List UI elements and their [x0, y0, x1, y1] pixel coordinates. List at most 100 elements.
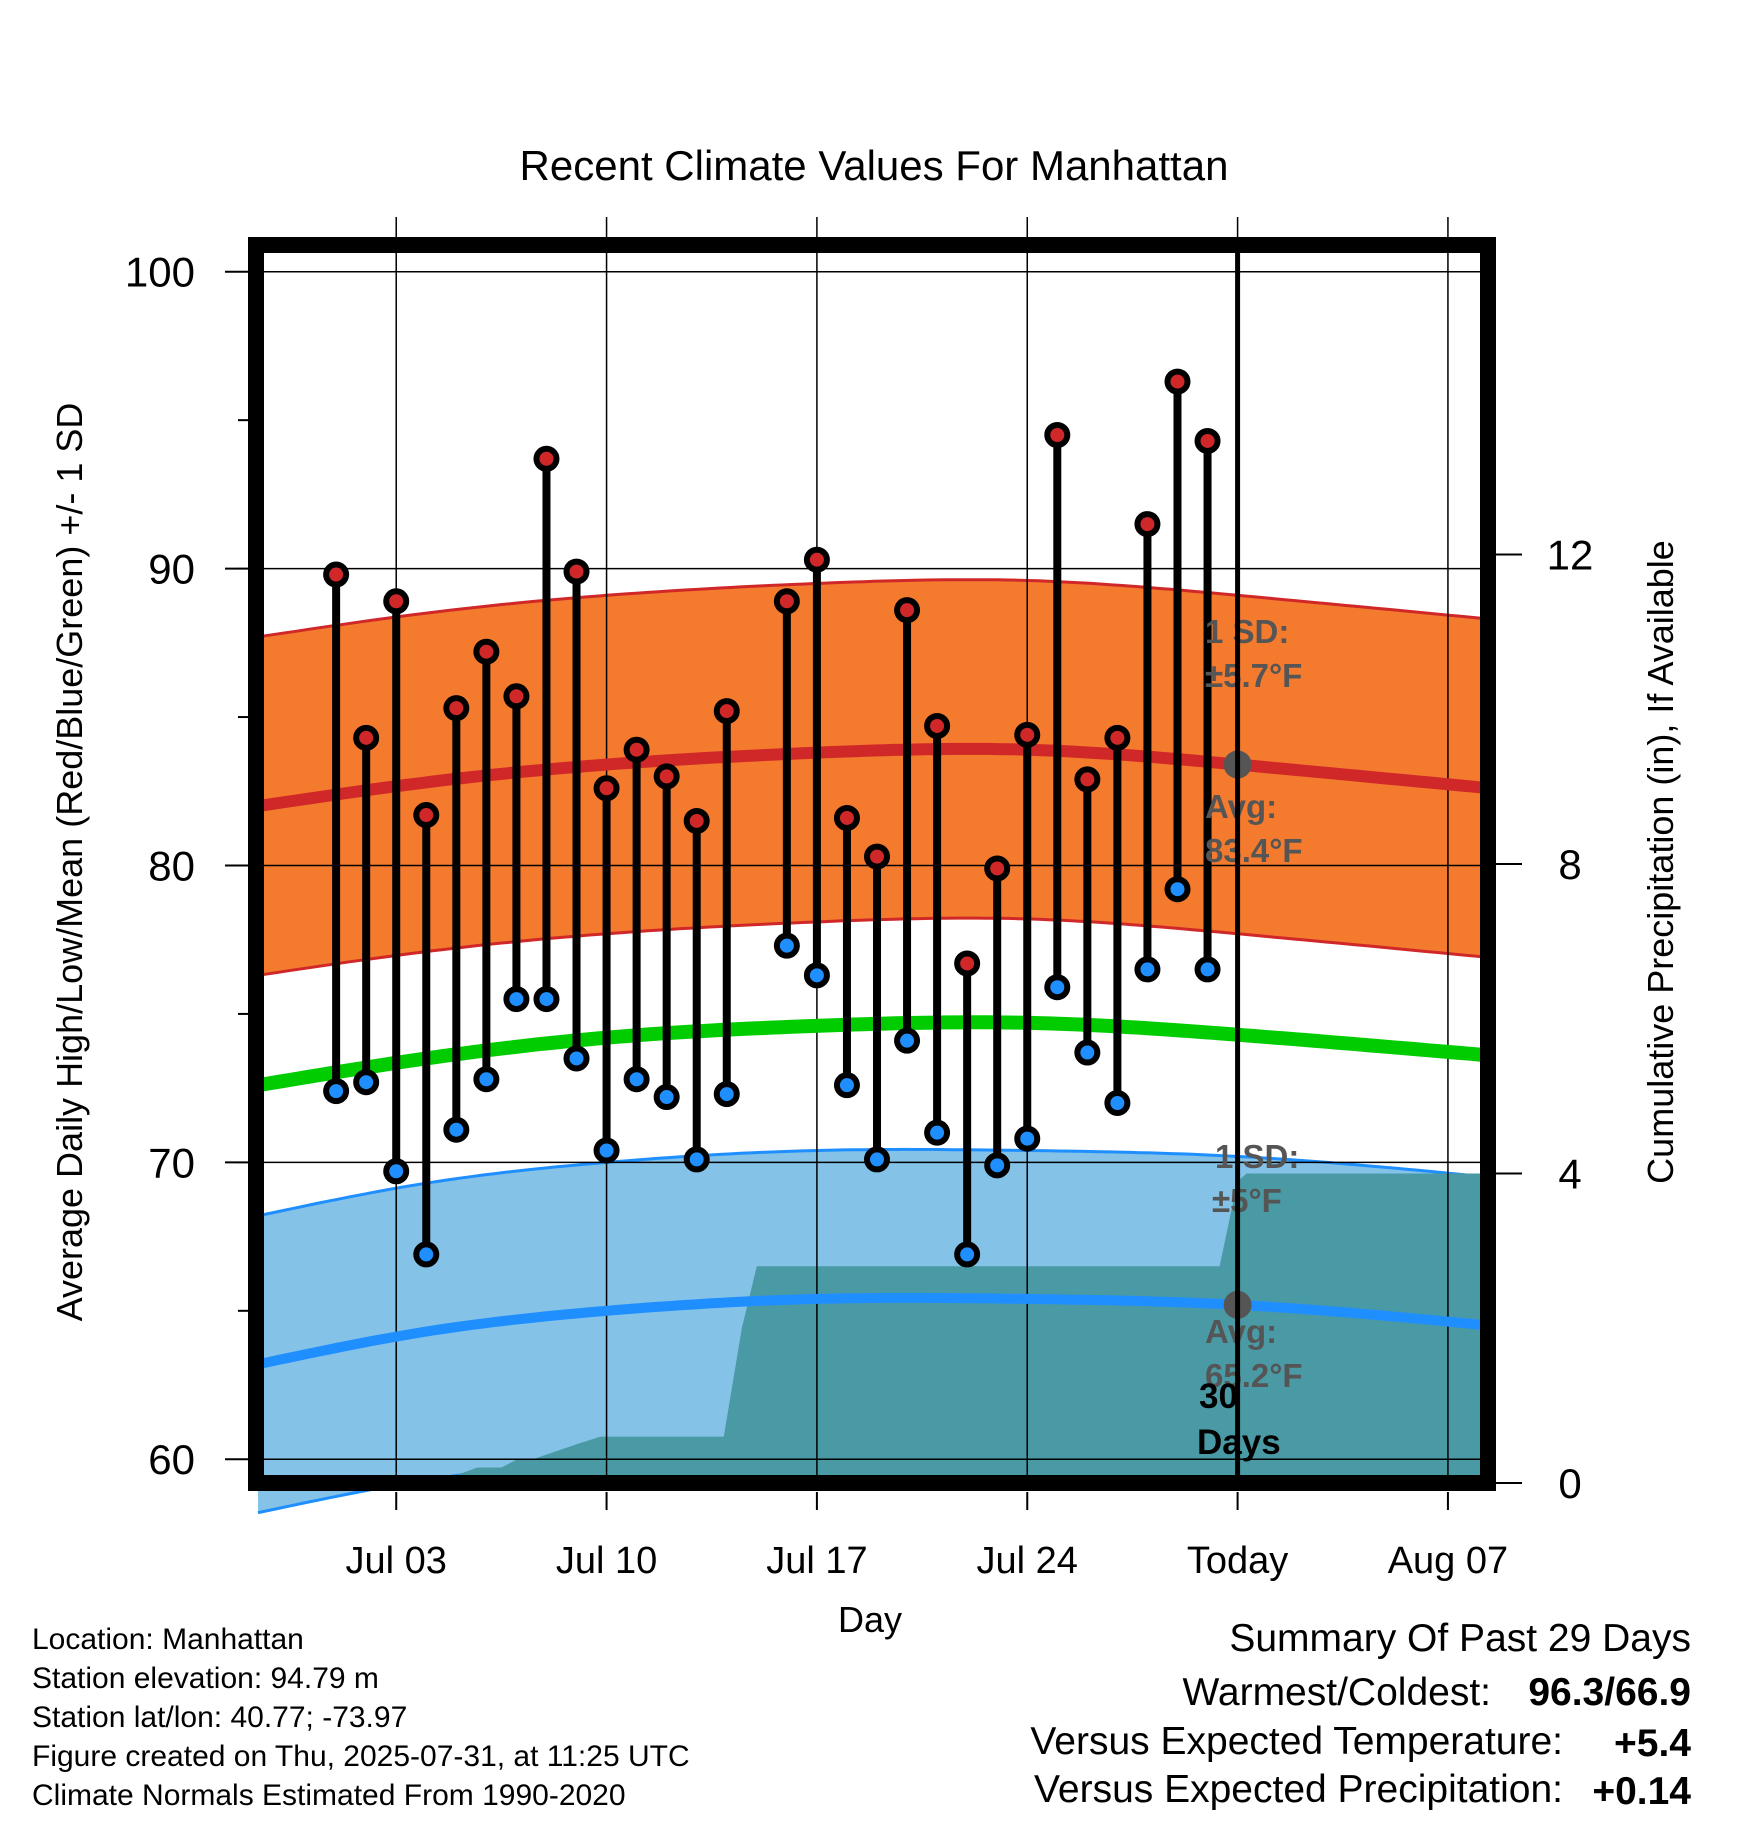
low-sd-label-line1: 1 SD:	[1215, 1138, 1299, 1175]
low-marker-9	[593, 1137, 620, 1164]
summary-panel: Summary Of Past 29 Days Warmest/Coldest:…	[1030, 1617, 1691, 1813]
high-marker-3	[413, 802, 440, 829]
low-marker-23	[1044, 974, 1071, 1001]
low-marker-10	[623, 1066, 650, 1093]
high-marker-12	[683, 807, 710, 834]
high-marker-28	[1194, 427, 1221, 454]
high-marker-6	[503, 683, 530, 710]
y-tick-label-1: 70	[148, 1139, 195, 1186]
low-marker-4	[443, 1116, 470, 1143]
x-axis-label: Day	[838, 1599, 902, 1640]
summary-title: Summary Of Past 29 Days	[1229, 1617, 1691, 1660]
x-tick-label-3: Jul 24	[977, 1540, 1078, 1582]
footer-created: Figure created on Thu, 2025-07-31, at 11…	[32, 1740, 690, 1773]
high-marker-4	[443, 695, 470, 722]
low-avg-label-line1: Avg:	[1205, 1313, 1277, 1350]
x-tick-label-4: Today	[1187, 1540, 1288, 1582]
low-marker-21	[984, 1152, 1011, 1179]
low-sd-label-line2: ±5°F	[1212, 1182, 1282, 1219]
low-avg-label-line2: 65.2°F	[1205, 1357, 1303, 1394]
low-normal-line	[257, 1292, 1491, 1370]
footer-latlon: Station lat/lon: 40.77; -73.97	[32, 1701, 407, 1734]
y-axis-label: Average Daily High/Low/Mean (Red/Blue/Gr…	[49, 403, 90, 1322]
low-marker-8	[563, 1045, 590, 1072]
high-marker-2	[383, 588, 410, 615]
high-marker-20	[954, 950, 981, 977]
warmest-value: 96.3	[1528, 1671, 1604, 1714]
x-tick-label-1: Jul 10	[556, 1540, 657, 1582]
footer-elevation: Station elevation: 94.79 m	[32, 1662, 379, 1695]
high-marker-26	[1134, 511, 1161, 538]
low-marker-1	[353, 1069, 380, 1096]
low-marker-0	[323, 1078, 350, 1105]
axes: 60 70 80 90 100 0 4 8 12 Jul 03 Jul 10 Jul 17 Jul 24…	[125, 249, 1593, 1582]
low-marker-2	[383, 1158, 410, 1185]
high-normal-line	[257, 742, 1491, 813]
low-marker-17	[864, 1146, 891, 1173]
warm-cold-values: 96.3/66.9	[1528, 1671, 1691, 1714]
high-sd-label-line1: 1 SD:	[1205, 613, 1289, 650]
low-marker-12	[683, 1146, 710, 1173]
precip-days-label-line1: 30	[1199, 1377, 1238, 1416]
low-marker-19	[924, 1119, 951, 1146]
daily-markers	[323, 368, 1221, 1268]
warm-cold-slash: /	[1604, 1671, 1615, 1714]
high-marker-25	[1104, 724, 1131, 751]
low-marker-27	[1164, 876, 1191, 903]
high-marker-16	[833, 804, 860, 831]
low-marker-25	[1104, 1089, 1131, 1116]
high-marker-19	[924, 712, 951, 739]
y2-tick-label-2: 8	[1558, 841, 1581, 888]
y-tick-label-3: 90	[148, 546, 195, 593]
precip-anomaly-value: +0.14	[1592, 1770, 1691, 1813]
low-marker-22	[1014, 1125, 1041, 1152]
high-marker-1	[353, 724, 380, 751]
y-tick-label-0: 60	[148, 1436, 195, 1483]
plot-border	[248, 237, 1496, 1491]
precip-area	[258, 1173, 1490, 1483]
high-marker-22	[1014, 721, 1041, 748]
precipitation-area	[258, 1173, 1490, 1483]
band-annotations: 1 SD: ±5.7°F Avg: 83.4°F 1 SD: ±5°F Avg:…	[1197, 613, 1303, 1462]
x-tick-label-0: Jul 03	[346, 1540, 447, 1582]
temp-anomaly-label: Versus Expected Temperature:	[1030, 1720, 1563, 1763]
high-marker-21	[984, 855, 1011, 882]
high-marker-15	[803, 546, 830, 573]
low-marker-13	[713, 1081, 740, 1108]
low-marker-6	[503, 986, 530, 1013]
y2-tick-label-0: 0	[1558, 1460, 1581, 1507]
y-tick-label-4: 100	[125, 249, 195, 296]
high-marker-11	[653, 763, 680, 790]
high-marker-8	[563, 558, 590, 585]
warm-cold-label: Warmest/Coldest:	[1183, 1671, 1491, 1714]
low-marker-28	[1194, 956, 1221, 983]
high-marker-5	[473, 638, 500, 665]
y2-tick-label-1: 4	[1558, 1151, 1581, 1198]
coldest-value: 66.9	[1615, 1671, 1691, 1714]
y2-axis-label: Cumulative Precipitation (in), If Availa…	[1640, 540, 1681, 1184]
station-footer: Location: Manhattan Station elevation: 9…	[32, 1623, 690, 1812]
low-marker-15	[803, 962, 830, 989]
high-sd-label-line2: ±5.7°F	[1205, 657, 1302, 694]
low-marker-16	[833, 1072, 860, 1099]
y-tick-label-2: 80	[148, 842, 195, 889]
y2-tick-label-3: 12	[1547, 532, 1594, 579]
low-marker-14	[773, 932, 800, 959]
x-tick-label-5: Aug 07	[1388, 1540, 1508, 1582]
daily-range-stems	[332, 381, 1212, 1255]
high-avg-label-line1: Avg:	[1205, 788, 1277, 825]
precip-anomaly-label: Versus Expected Precipitation:	[1034, 1768, 1563, 1811]
footer-location: Location: Manhattan	[32, 1623, 304, 1656]
high-marker-14	[773, 588, 800, 615]
low-marker-3	[413, 1241, 440, 1268]
low-marker-5	[473, 1066, 500, 1093]
high-marker-17	[864, 843, 891, 870]
high-sd-band-upper-edge	[257, 578, 1491, 639]
high-marker-18	[894, 597, 921, 624]
low-marker-24	[1074, 1039, 1101, 1066]
low-marker-7	[533, 986, 560, 1013]
low-marker-18	[894, 1027, 921, 1054]
high-marker-13	[713, 698, 740, 725]
high-avg-label-line2: 83.4°F	[1205, 832, 1303, 869]
low-marker-20	[954, 1241, 981, 1268]
